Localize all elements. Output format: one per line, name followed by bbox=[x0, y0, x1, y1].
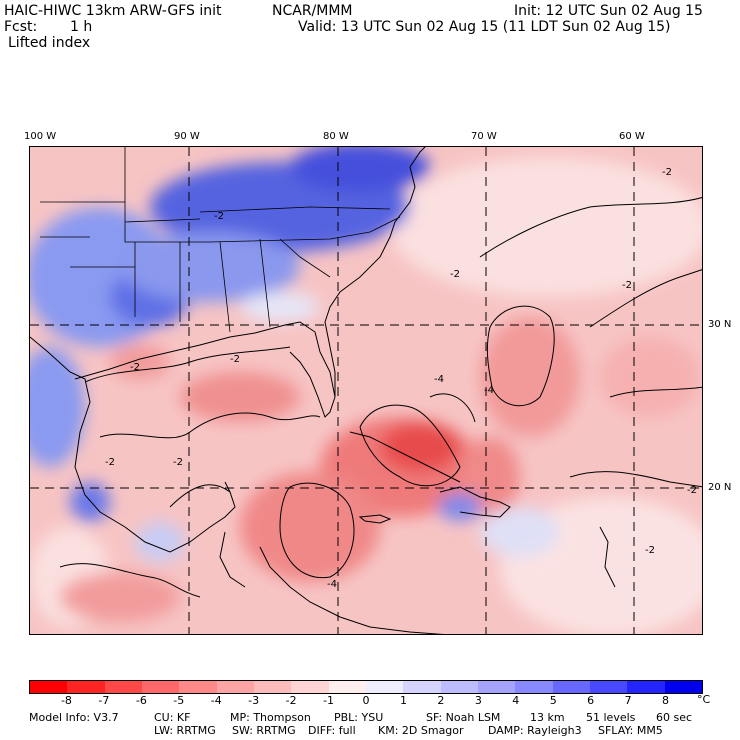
coastlines bbox=[30, 147, 616, 634]
lon-label-80w: 80 W bbox=[323, 131, 349, 142]
footer-damp: DAMP: Rayleigh3 bbox=[488, 724, 582, 737]
footer-km: KM: 2D Smagor bbox=[378, 724, 464, 737]
contour-label: -2 bbox=[622, 280, 632, 291]
colorbar-swatch bbox=[104, 681, 142, 693]
init-time: Init: 12 UTC Sun 02 Aug 15 bbox=[514, 3, 703, 19]
fcst-label: Fcst: bbox=[4, 19, 38, 35]
state-borders bbox=[40, 147, 401, 333]
field-shading bbox=[30, 147, 702, 634]
contour-label: -2 bbox=[173, 457, 183, 468]
footer-sf: SF: Noah LSM bbox=[426, 711, 501, 724]
colorbar-swatch bbox=[477, 681, 516, 693]
contour-label: -4 bbox=[484, 385, 494, 396]
footer-lw: LW: RRTMG bbox=[154, 724, 216, 737]
fcst-value: 1 h bbox=[70, 19, 93, 35]
colorbar-tick-label: -7 bbox=[98, 694, 110, 707]
colorbar-swatch bbox=[253, 681, 292, 693]
colorbar-tick-label: 6 bbox=[587, 694, 595, 707]
colorbar-swatch bbox=[627, 681, 665, 693]
colorbar-tick-label: 4 bbox=[512, 694, 520, 707]
colorbar-swatch bbox=[403, 681, 441, 693]
contour-label: -2 bbox=[450, 269, 460, 280]
colorbar-tick-label: 2 bbox=[437, 694, 445, 707]
colorbar-unit: °C bbox=[697, 693, 711, 706]
valid-time: Valid: 13 UTC Sun 02 Aug 15 (11 LDT Sun … bbox=[298, 19, 671, 35]
contour-label: -2 bbox=[214, 211, 224, 222]
colorbar-swatch bbox=[30, 681, 68, 693]
footer-sflay: SFLAY: MM5 bbox=[598, 724, 663, 737]
footer-cu: CU: KF bbox=[154, 711, 191, 724]
lat-label-20n: 20 N bbox=[708, 482, 732, 493]
model-title: HAIC-HIWC 13km ARW-GFS init bbox=[4, 3, 222, 19]
map-canvas: -2 -2 -2 -2 -2 -2 -2 -2 -4 -4 -4 -2 -2 bbox=[30, 147, 702, 634]
colorbar-swatch bbox=[552, 681, 590, 693]
colorbar-swatch bbox=[67, 681, 105, 693]
colorbar-swatch bbox=[141, 681, 180, 693]
institution: NCAR/MMM bbox=[272, 3, 353, 19]
colorbar-tick-label: 8 bbox=[662, 694, 670, 707]
colorbar-tick-label: 7 bbox=[624, 694, 632, 707]
colorbar-swatch bbox=[440, 681, 478, 693]
colorbar-tick-label: 1 bbox=[399, 694, 407, 707]
contour-label: -2 bbox=[662, 167, 672, 178]
footer-dt: 60 sec bbox=[656, 711, 693, 724]
contour-labels: -2 -2 -2 -2 -2 -2 -2 -2 -4 -4 -4 -2 -2 bbox=[105, 167, 697, 590]
colorbar-swatch bbox=[216, 681, 254, 693]
colorbar-tick-label: -6 bbox=[135, 694, 147, 707]
lat-label-30n: 30 N bbox=[708, 319, 732, 330]
field-name: Lifted index bbox=[8, 35, 91, 51]
colorbar-tick-label: -1 bbox=[323, 694, 335, 707]
contour-label: -2 bbox=[105, 457, 115, 468]
colorbar-swatch bbox=[179, 681, 217, 693]
contour-label: -2 bbox=[130, 362, 140, 373]
colorbar-swatch bbox=[515, 681, 553, 693]
footer-levels: 51 levels bbox=[586, 711, 636, 724]
colorbar-tick-label: 3 bbox=[474, 694, 482, 707]
contour-label: -2 bbox=[230, 354, 240, 365]
colorbar-tick-label: -4 bbox=[210, 694, 222, 707]
contour-label: -4 bbox=[434, 374, 444, 385]
colorbar-tick-label: 5 bbox=[549, 694, 557, 707]
colorbar-tick-label: 0 bbox=[362, 694, 370, 707]
footer-res: 13 km bbox=[530, 711, 565, 724]
footer-model: Model Info: V3.7 bbox=[29, 711, 119, 724]
lon-label-70w: 70 W bbox=[471, 131, 497, 142]
footer-diff: DIFF: full bbox=[308, 724, 356, 737]
lifted-index-map: -2 -2 -2 -2 -2 -2 -2 -2 -4 -4 -4 -2 -2 bbox=[29, 146, 703, 635]
colorbar-swatch bbox=[589, 681, 628, 693]
colorbar-tick-label: -5 bbox=[173, 694, 185, 707]
contour-label: -4 bbox=[327, 579, 337, 590]
lon-label-60w: 60 W bbox=[619, 131, 645, 142]
contour-label: -2 bbox=[687, 485, 697, 496]
footer-mp: MP: Thompson bbox=[230, 711, 311, 724]
lon-label-100w: 100 W bbox=[24, 131, 57, 142]
colorbar-tick-labels: -8 -7 -6 -5 -4 -3 -2 -1 0 1 2 3 4 5 6 7 8 bbox=[29, 694, 703, 708]
lon-label-90w: 90 W bbox=[174, 131, 200, 142]
contours bbox=[59, 196, 702, 598]
colorbar-tick-label: -8 bbox=[60, 694, 72, 707]
colorbar bbox=[29, 680, 703, 694]
contour-label: -2 bbox=[645, 545, 655, 556]
colorbar-swatch bbox=[328, 681, 366, 693]
colorbar-tick-label: -3 bbox=[248, 694, 260, 707]
colorbar-swatch bbox=[365, 681, 404, 693]
colorbar-swatch bbox=[291, 681, 329, 693]
footer-sw: SW: RRTMG bbox=[232, 724, 296, 737]
colorbar-tick-label: -2 bbox=[285, 694, 297, 707]
colorbar-swatch bbox=[664, 681, 702, 693]
footer-pbl: PBL: YSU bbox=[334, 711, 384, 724]
